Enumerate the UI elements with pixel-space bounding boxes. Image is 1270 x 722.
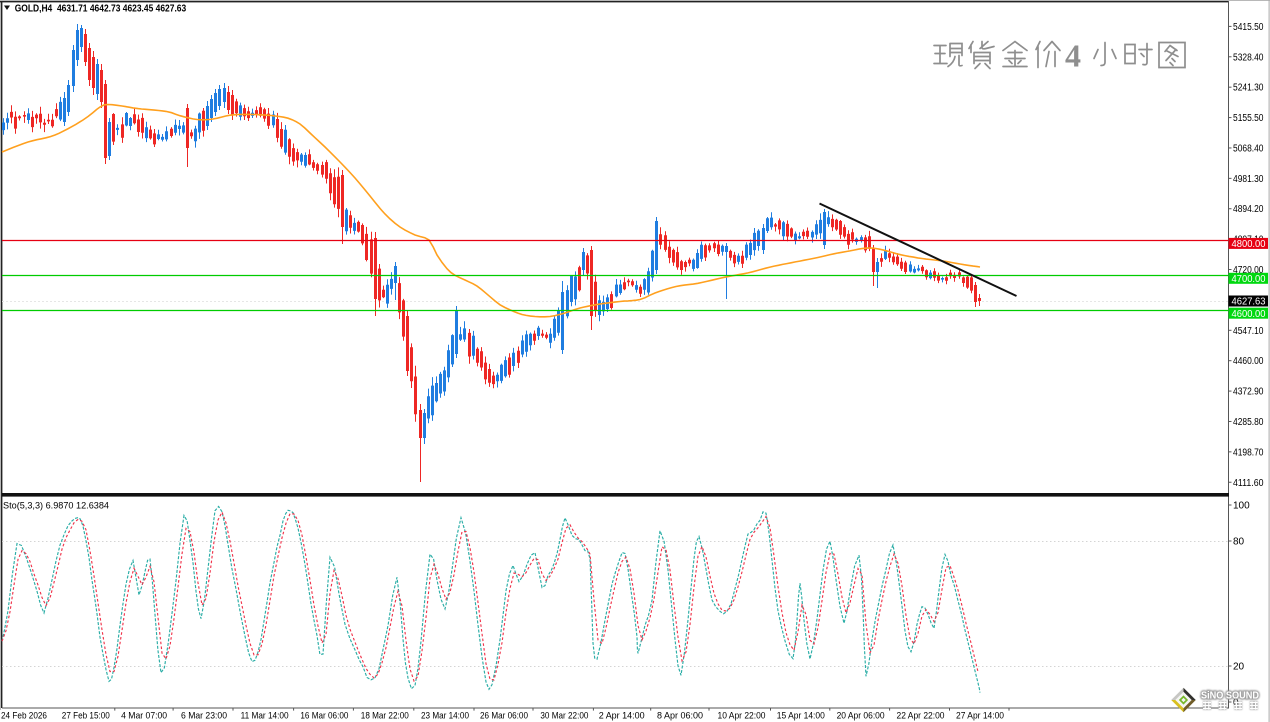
svg-text:22 Apr 22:00: 22 Apr 22:00 (897, 710, 945, 721)
svg-text:16 Mar 06:00: 16 Mar 06:00 (300, 710, 348, 721)
svg-text:100: 100 (1233, 501, 1250, 512)
svg-text:GOLD,H4 4631.71 4642.73 4623.: GOLD,H4 4631.71 4642.73 4623.45 4627.63 (15, 3, 187, 15)
svg-text:4894.20: 4894.20 (1233, 204, 1264, 215)
svg-text:4285.80: 4285.80 (1233, 417, 1264, 428)
svg-text:8 Apr 06:00: 8 Apr 06:00 (657, 710, 703, 721)
svg-text:20 Apr 06:00: 20 Apr 06:00 (837, 710, 885, 721)
svg-text:11 Mar 14:00: 11 Mar 14:00 (241, 710, 289, 721)
svg-text:4460.00: 4460.00 (1233, 356, 1264, 367)
svg-text:4198.70: 4198.70 (1233, 447, 1264, 458)
svg-text:4 Mar 07:00: 4 Mar 07:00 (121, 710, 167, 721)
svg-text:5241.30: 5241.30 (1233, 83, 1264, 94)
svg-text:5155.50: 5155.50 (1233, 113, 1264, 124)
svg-text:Sto(5,3,3) 6.9870 12.6384: Sto(5,3,3) 6.9870 12.6384 (3, 501, 109, 512)
svg-text:4800.00: 4800.00 (1232, 239, 1266, 250)
svg-text:24 Feb 2026: 24 Feb 2026 (1, 710, 47, 721)
svg-text:23 Mar 14:00: 23 Mar 14:00 (421, 710, 469, 721)
svg-text:SiNO SOUND: SiNO SOUND (1201, 691, 1259, 702)
svg-text:4720.00: 4720.00 (1233, 265, 1264, 276)
svg-text:30 Mar 22:00: 30 Mar 22:00 (540, 710, 588, 721)
svg-text:4547.10: 4547.10 (1233, 326, 1264, 337)
svg-text:20: 20 (1233, 662, 1245, 673)
svg-text:4: 4 (1065, 38, 1081, 74)
svg-text:27 Feb 15:00: 27 Feb 15:00 (62, 710, 110, 721)
svg-text:5415.50: 5415.50 (1233, 22, 1264, 33)
svg-text:26 Mar 06:00: 26 Mar 06:00 (480, 710, 528, 721)
svg-text:SiNO SOUND: SiNO SOUND (1201, 691, 1259, 702)
svg-text:10 Apr 22:00: 10 Apr 22:00 (718, 710, 766, 721)
svg-text:6 Mar 23:00: 6 Mar 23:00 (181, 710, 227, 721)
svg-text:4372.90: 4372.90 (1233, 387, 1264, 398)
svg-text:5068.40: 5068.40 (1233, 144, 1264, 155)
svg-text:2 Apr 14:00: 2 Apr 14:00 (599, 710, 645, 721)
svg-text:4600.00: 4600.00 (1232, 309, 1266, 320)
svg-text:27 Apr 14:00: 27 Apr 14:00 (956, 710, 1004, 721)
svg-text:4700.00: 4700.00 (1232, 274, 1266, 285)
svg-text:4627.63: 4627.63 (1232, 297, 1266, 308)
svg-text:18 Mar 22:00: 18 Mar 22:00 (361, 710, 409, 721)
svg-text:5328.40: 5328.40 (1233, 52, 1264, 63)
svg-text:4111.60: 4111.60 (1233, 478, 1264, 489)
svg-text:80: 80 (1233, 537, 1245, 548)
svg-text:4981.30: 4981.30 (1233, 174, 1264, 185)
svg-text:15 Apr 14:00: 15 Apr 14:00 (777, 710, 825, 721)
